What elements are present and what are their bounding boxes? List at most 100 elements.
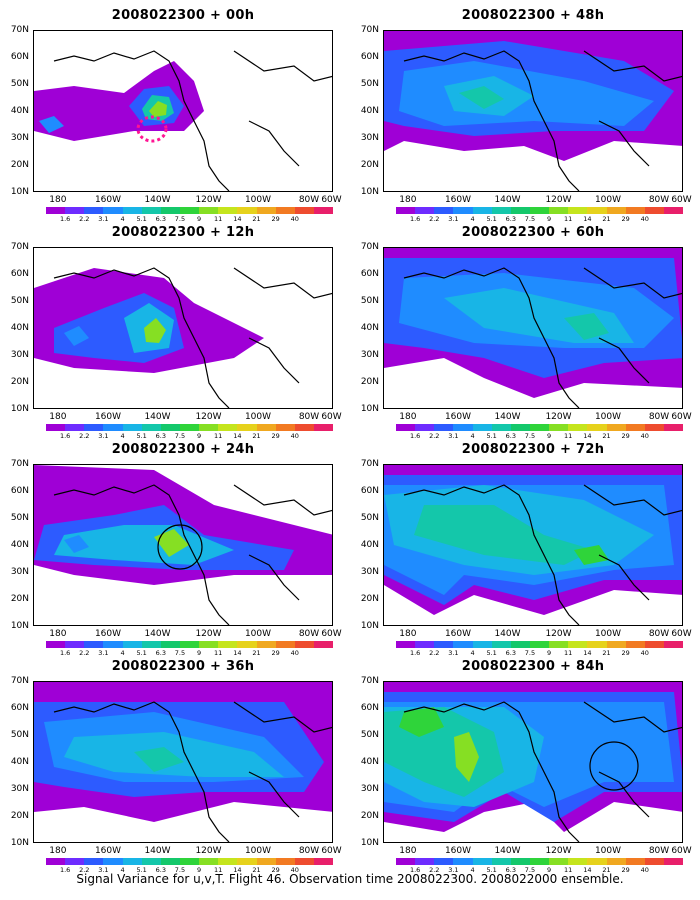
coastline bbox=[583, 701, 682, 733]
map-panel-12h: 2008022300 + 12h 70N 60N 50N 40N 30N 20N 10N 180… bbox=[11, 225, 342, 440]
colorbar-label: 5.1 bbox=[136, 866, 147, 874]
colorbar-swatch bbox=[568, 858, 588, 865]
colorbar-label: 3.1 bbox=[448, 649, 459, 657]
colorbar-label: 2.2 bbox=[429, 215, 440, 223]
coastline bbox=[598, 337, 650, 384]
coastline bbox=[233, 267, 332, 299]
colorbar-swatch bbox=[160, 641, 180, 648]
y-axis-label: 60N bbox=[10, 486, 29, 496]
y-axis-label: 50N bbox=[10, 79, 29, 89]
y-axis-label: 70N bbox=[10, 242, 29, 252]
map-plot-area bbox=[383, 30, 683, 192]
map-plot-area bbox=[383, 681, 683, 843]
variance-contour bbox=[154, 529, 189, 557]
colorbar-swatch bbox=[122, 424, 142, 431]
colorbar-label: 14 bbox=[233, 866, 242, 874]
y-axis-label: 20N bbox=[360, 160, 379, 170]
colorbar-label: 7.5 bbox=[524, 866, 536, 874]
colorbar-swatch bbox=[256, 641, 276, 648]
coastline bbox=[403, 267, 580, 408]
coastline bbox=[583, 484, 682, 516]
colorbar-swatch bbox=[141, 858, 161, 865]
x-axis-label: 100W bbox=[244, 846, 272, 856]
x-axis-label: 100W bbox=[244, 195, 272, 205]
colorbar-label: 1.6 bbox=[409, 866, 421, 874]
variance-contour bbox=[564, 313, 609, 340]
colorbar-swatch bbox=[491, 641, 511, 648]
colorbar-label: 14 bbox=[233, 432, 242, 440]
colorbar-swatch bbox=[396, 207, 416, 214]
colorbar-label: 7.5 bbox=[174, 866, 186, 874]
colorbar-label: 4 bbox=[470, 649, 475, 657]
colorbar-swatch bbox=[434, 424, 454, 431]
colorbar-label: 11 bbox=[214, 432, 223, 440]
colorbar-swatch bbox=[587, 641, 607, 648]
y-axis-label: 40N bbox=[360, 540, 379, 550]
colorbar bbox=[396, 207, 684, 214]
colorbar-label: 2.2 bbox=[429, 866, 440, 874]
coastline bbox=[403, 50, 580, 191]
colorbar-swatch bbox=[453, 641, 473, 648]
colorbar-label: 11 bbox=[214, 215, 223, 223]
colorbar-label: 29 bbox=[621, 866, 630, 874]
y-axis-label: 30N bbox=[10, 133, 29, 143]
colorbar-label: 3.1 bbox=[448, 432, 459, 440]
colorbar-swatch bbox=[644, 641, 664, 648]
colorbar-labels: 1.6 2.2 3.1 4 5.1 6.3 7.5 9 11 14 21 29 40 bbox=[46, 215, 333, 225]
map-panel-84h: 2008022300 + 84h 70N 60N 50N 40N 30N 20N 10N 180… bbox=[361, 659, 692, 874]
colorbar-label: 6.3 bbox=[155, 215, 166, 223]
y-axis-label: 30N bbox=[360, 350, 379, 360]
panel-title: 2008022300 + 84h bbox=[461, 659, 605, 674]
colorbar-swatch bbox=[122, 858, 142, 865]
x-axis-label: 140W bbox=[494, 412, 521, 422]
x-axis-label: 160W bbox=[94, 195, 122, 205]
colorbar-swatch bbox=[396, 641, 416, 648]
y-axis-label: 50N bbox=[10, 730, 29, 740]
colorbar-swatch bbox=[237, 207, 257, 214]
colorbar-swatch bbox=[275, 424, 295, 431]
colorbar-swatch bbox=[606, 641, 626, 648]
colorbar-label: 9 bbox=[196, 215, 202, 223]
y-axis-label: 10N bbox=[10, 621, 29, 631]
colorbar-label: 11 bbox=[214, 649, 223, 657]
colorbar-label: 9 bbox=[546, 866, 552, 874]
colorbar-label: 6.3 bbox=[505, 432, 516, 440]
x-axis-label: 80W bbox=[648, 629, 670, 639]
x-axis-label: 80W bbox=[648, 412, 670, 422]
colorbar-label: 9 bbox=[196, 432, 202, 440]
colorbar-swatch bbox=[625, 424, 645, 431]
colorbar-swatch bbox=[179, 858, 200, 865]
y-axis-label: 10N bbox=[360, 187, 379, 197]
colorbar bbox=[46, 207, 334, 214]
colorbar-label: 7.5 bbox=[174, 649, 186, 657]
colorbar-swatch bbox=[46, 858, 66, 865]
colorbar-label: 1.6 bbox=[59, 215, 71, 223]
x-axis-label: 140W bbox=[494, 846, 521, 856]
colorbar-swatch bbox=[415, 858, 435, 865]
colorbar-swatch bbox=[606, 424, 626, 431]
colorbar-swatch bbox=[663, 207, 684, 214]
x-axis-label: 80W bbox=[298, 195, 320, 205]
colorbar-label: 5.1 bbox=[136, 649, 147, 657]
colorbar-label: 11 bbox=[564, 649, 573, 657]
colorbar-swatch bbox=[199, 207, 219, 214]
colorbar-label: 21 bbox=[602, 215, 611, 223]
coastline bbox=[248, 771, 300, 818]
colorbar-swatch bbox=[644, 858, 664, 865]
colorbar-labels: 1.6 2.2 3.1 4 5.1 6.3 7.5 9 11 14 21 29 40 bbox=[396, 215, 683, 225]
colorbar-swatch bbox=[103, 641, 123, 648]
colorbar-label: 14 bbox=[583, 649, 592, 657]
coastline bbox=[248, 554, 300, 601]
coastline bbox=[233, 50, 332, 82]
variance-contour bbox=[414, 505, 594, 565]
y-axis-label: 70N bbox=[360, 676, 379, 686]
colorbar-label: 3.1 bbox=[448, 866, 459, 874]
colorbar-swatch bbox=[510, 207, 530, 214]
colorbar-swatch bbox=[46, 424, 66, 431]
colorbar-swatch bbox=[65, 424, 85, 431]
colorbar-swatch bbox=[606, 858, 626, 865]
colorbar-swatch bbox=[103, 424, 123, 431]
colorbar-swatch bbox=[663, 641, 684, 648]
coastline bbox=[53, 484, 230, 625]
colorbar-swatch bbox=[529, 207, 550, 214]
